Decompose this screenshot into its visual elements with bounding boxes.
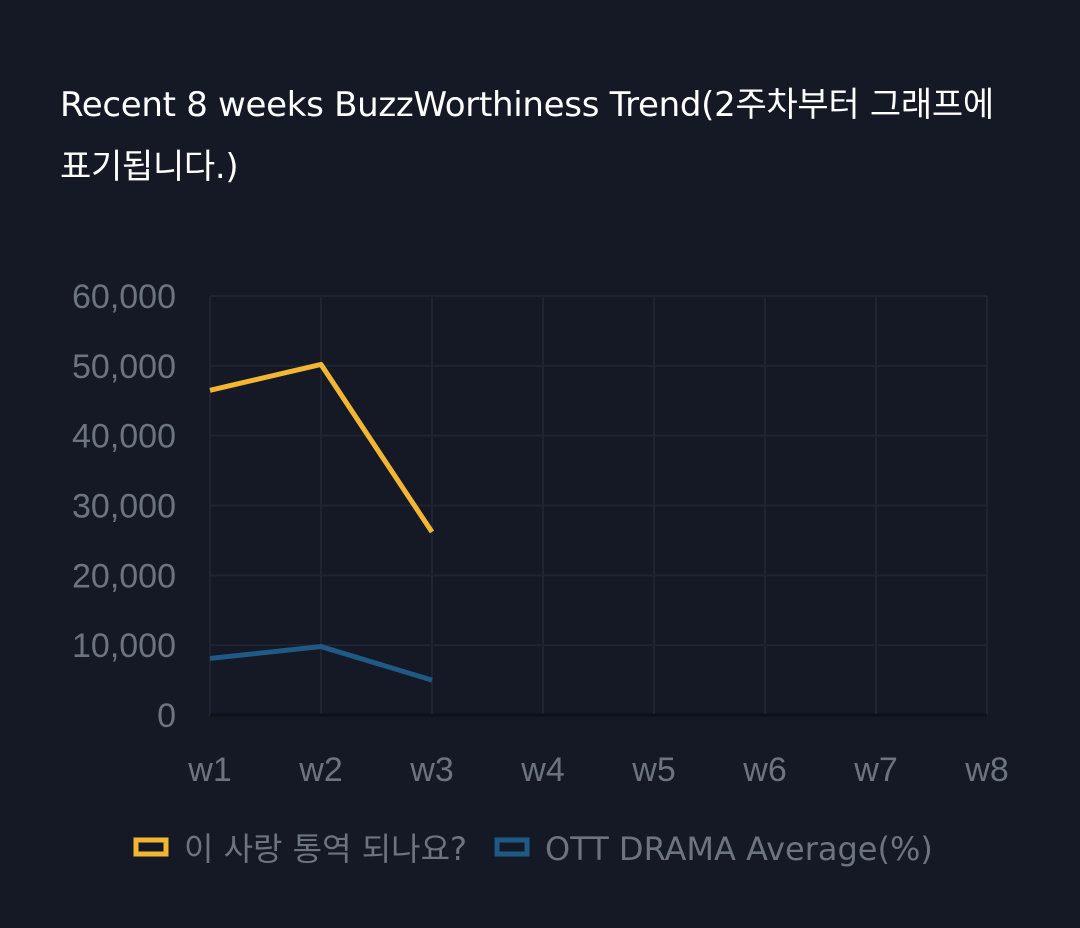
- y-tick-label: 10,000: [72, 627, 176, 665]
- y-tick-label: 20,000: [72, 557, 176, 595]
- x-tick-label: w8: [964, 751, 1008, 789]
- legend-swatch-2: [494, 837, 530, 857]
- legend-swatch-1: [133, 837, 169, 857]
- x-tick-label: w5: [631, 751, 675, 789]
- series-line-2: [209, 644, 433, 683]
- y-tick-label: 50,000: [72, 348, 176, 386]
- legend-label-2: OTT DRAMA Average(%): [545, 830, 933, 868]
- x-tick-label: w3: [409, 751, 453, 789]
- y-tick-label: 60,000: [72, 278, 176, 316]
- x-tick-label: w1: [187, 751, 231, 789]
- legend-label-1: 이 사랑 통역 되나요?: [184, 830, 467, 868]
- y-tick-label: 30,000: [72, 488, 176, 526]
- x-tick-label: w4: [520, 751, 564, 789]
- x-tick-label: w2: [298, 751, 342, 789]
- chart-title: Recent 8 weeks BuzzWorthiness Trend(2주차부…: [60, 85, 994, 187]
- x-tick-label: w6: [742, 751, 786, 789]
- y-tick-label: 0: [157, 697, 176, 735]
- x-tick-label: w7: [853, 751, 897, 789]
- y-tick-label: 40,000: [72, 418, 176, 456]
- series-line-1: [209, 361, 435, 534]
